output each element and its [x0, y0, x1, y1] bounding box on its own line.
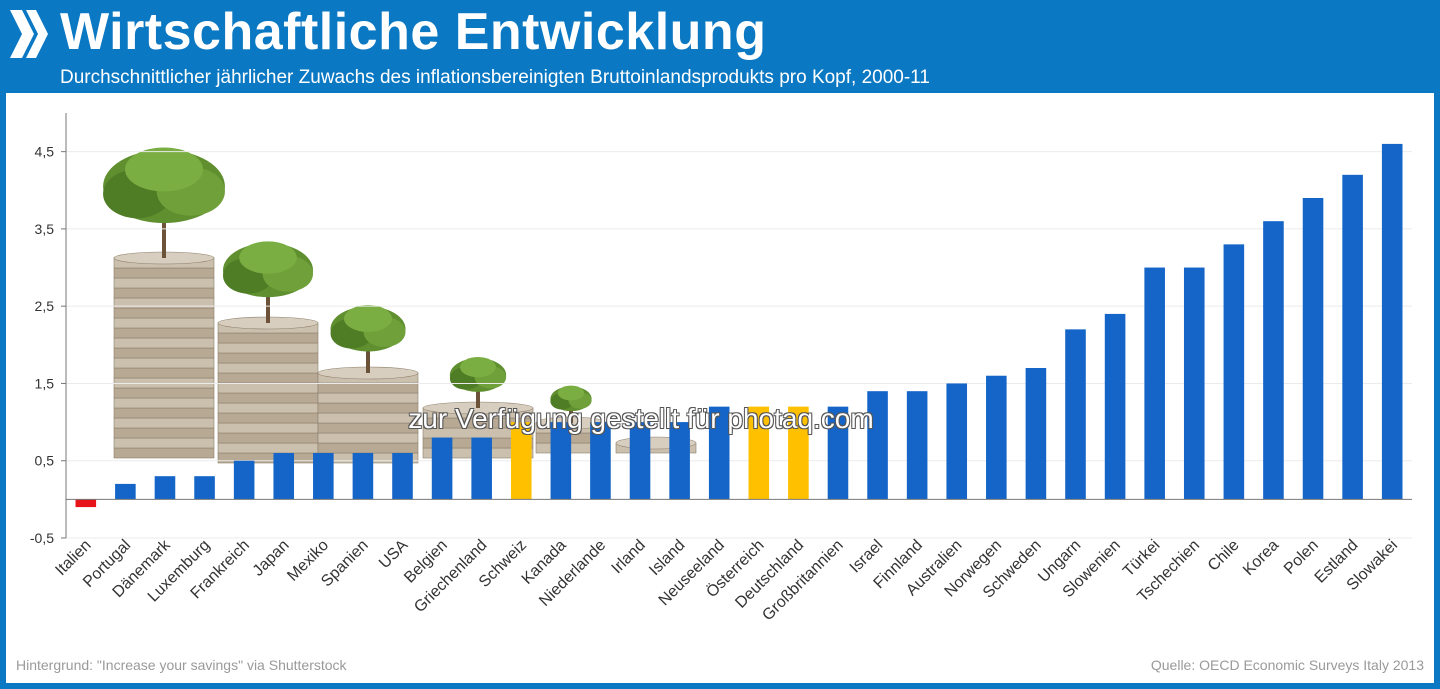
- axes: [61, 113, 1412, 539]
- y-tick-labels: -0,5 0,5 1,5 2,5 3,5 4,5: [30, 144, 54, 546]
- tree-icon: [449, 357, 507, 408]
- bar-slowenien: [1104, 313, 1126, 500]
- chart-subtitle: Durchschnittlicher jährlicher Zuwachs de…: [60, 67, 930, 88]
- bars: [75, 143, 1403, 508]
- bar-frankreich: [233, 460, 255, 500]
- x-tick-label: Irland: [609, 537, 649, 577]
- x-tick-label: Korea: [1240, 537, 1282, 579]
- bar-dänemark: [154, 476, 176, 500]
- bar-mexiko: [313, 453, 334, 500]
- bar-tschechien: [1183, 267, 1205, 500]
- bar-kanada: [550, 422, 572, 500]
- double-chevron-icon: [10, 10, 48, 58]
- chart-panel: -0,5 0,5 1,5 2,5 3,5 4,5 Italien Portugal Dänem…: [6, 93, 1434, 683]
- bar-deutschland: [788, 406, 809, 500]
- y-tick-label: 4,5: [35, 144, 55, 160]
- bar-island: [669, 422, 690, 500]
- x-tick-label: Chile: [1205, 537, 1243, 575]
- bar-schweiz: [510, 422, 532, 500]
- y-tick-label: 1,5: [35, 375, 55, 391]
- bar-österreich: [748, 406, 770, 500]
- coin-stack: [217, 241, 319, 464]
- background-credit: Hintergrund: "Increase your savings" via…: [16, 657, 347, 673]
- y-tick-label: -0,5: [30, 530, 54, 546]
- bar-norwegen: [986, 375, 1007, 500]
- coin-stacks-illustration: [103, 147, 697, 464]
- y-tick-label: 0,5: [35, 453, 55, 469]
- bar-usa: [392, 453, 413, 500]
- bar-griechenland: [471, 437, 492, 500]
- bar-spanien: [352, 453, 374, 500]
- bar-irland: [629, 422, 651, 500]
- bar-australien: [946, 383, 968, 500]
- coin-stack: [317, 305, 419, 464]
- bar-italien: [75, 499, 97, 508]
- x-tick-labels: ItalienPortugalDänemarkLuxemburgFrankrei…: [52, 536, 1401, 624]
- bar-finnland: [906, 391, 928, 500]
- bar-neuseeland: [708, 406, 730, 500]
- bar-portugal: [115, 483, 136, 500]
- bar-israel: [867, 391, 888, 500]
- y-tick-label: 2,5: [35, 298, 55, 314]
- bar-chart: -0,5 0,5 1,5 2,5 3,5 4,5 ItalienPortugalDänem…: [30, 113, 1412, 624]
- bar-türkei: [1144, 267, 1165, 500]
- bar-luxemburg: [194, 476, 215, 500]
- tree-icon: [330, 305, 406, 373]
- bar-belgien: [431, 437, 453, 500]
- tree-icon: [550, 385, 592, 423]
- bar-niederlande: [590, 422, 611, 500]
- coin-stack: [103, 147, 225, 459]
- bar-slowakei: [1381, 143, 1403, 500]
- y-tick-label: 3,5: [35, 221, 55, 237]
- bar-großbritannien: [827, 406, 849, 500]
- bar-schweden: [1025, 368, 1047, 500]
- bar-chile: [1223, 244, 1245, 500]
- bar-ungarn: [1065, 329, 1086, 500]
- source-credit: Quelle: OECD Economic Surveys Italy 2013: [1150, 657, 1424, 673]
- tree-icon: [103, 147, 225, 258]
- bar-japan: [273, 453, 295, 500]
- chart-title: Wirtschaftliche Entwicklung: [60, 3, 767, 61]
- tree-icon: [223, 241, 313, 323]
- bar-korea: [1263, 221, 1284, 500]
- x-tick-label: USA: [376, 537, 412, 573]
- bar-estland: [1342, 174, 1363, 500]
- bar-polen: [1302, 198, 1324, 500]
